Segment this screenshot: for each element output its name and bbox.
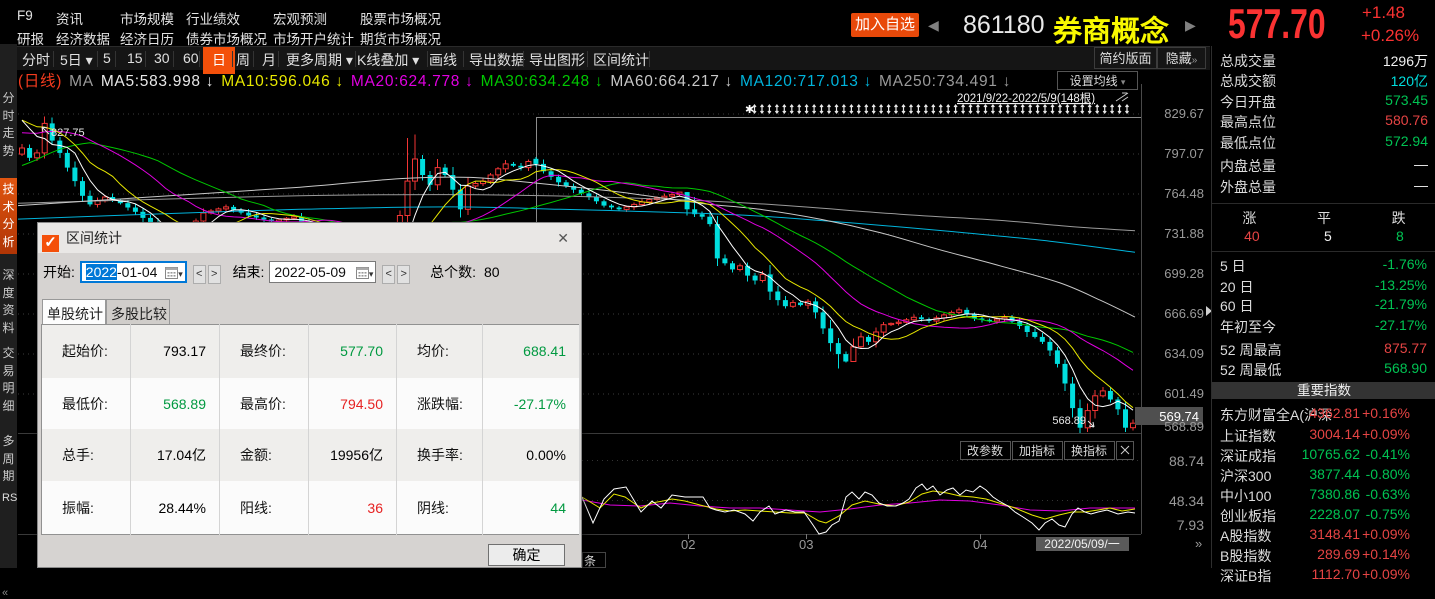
svg-text:03: 03 <box>799 537 813 552</box>
svg-text:✱: ✱ <box>745 104 754 116</box>
svg-text:条: 条 <box>584 554 596 568</box>
svg-text:2022/05/09/一: 2022/05/09/一 <box>1044 537 1119 551</box>
svg-text:699.28: 699.28 <box>1164 266 1204 281</box>
svg-text:601.49: 601.49 <box>1164 386 1204 401</box>
svg-text:48.34: 48.34 <box>1169 493 1204 509</box>
svg-text:88.74: 88.74 <box>1169 453 1204 469</box>
svg-text:731.88: 731.88 <box>1164 226 1204 241</box>
svg-text:764.48: 764.48 <box>1164 186 1204 201</box>
svg-text:换指标: 换指标 <box>1071 443 1107 458</box>
svg-text:04: 04 <box>973 537 987 552</box>
svg-text:827.75: 827.75 <box>51 127 85 139</box>
svg-text:改参数: 改参数 <box>967 443 1003 458</box>
svg-text:568.89: 568.89 <box>1052 415 1086 427</box>
svg-text:7.93: 7.93 <box>1177 517 1204 533</box>
svg-text:634.09: 634.09 <box>1164 346 1204 361</box>
svg-text:797.07: 797.07 <box>1164 146 1204 161</box>
svg-text:加指标: 加指标 <box>1019 443 1055 458</box>
svg-text:829.67: 829.67 <box>1164 106 1204 121</box>
svg-text:2021/9/22-2022/5/9(148根): 2021/9/22-2022/5/9(148根) <box>957 91 1095 105</box>
svg-text:569.74: 569.74 <box>1159 409 1199 424</box>
svg-text:»: » <box>1195 536 1202 551</box>
svg-text:568.89: 568.89 <box>1164 419 1204 434</box>
svg-text:02: 02 <box>681 537 695 552</box>
svg-text:666.69: 666.69 <box>1164 306 1204 321</box>
